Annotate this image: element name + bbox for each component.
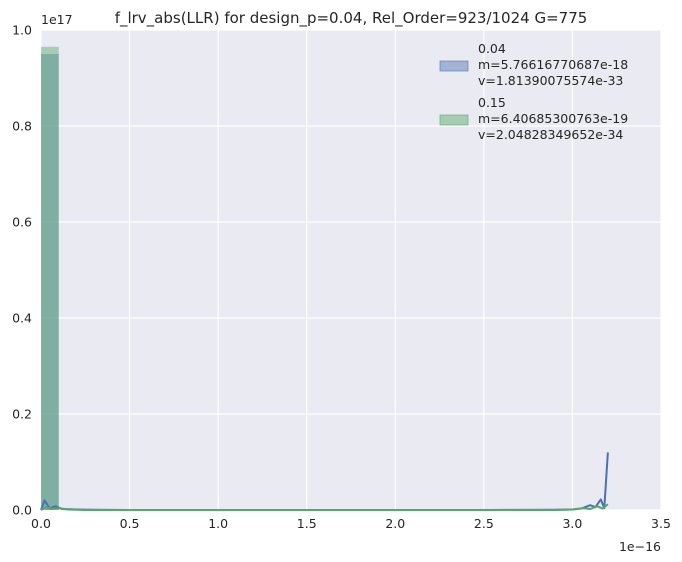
legend-label: m=5.76616770687e-18 <box>478 57 628 72</box>
series-line-2 <box>40 503 609 511</box>
legend-label: 0.04 <box>478 41 506 56</box>
legend-label: 0.15 <box>478 95 506 110</box>
histogram-bar-2 <box>41 46 59 511</box>
series-lines <box>40 452 609 511</box>
histogram-bars <box>41 46 59 511</box>
x-tick-label: 1.0 <box>208 516 228 531</box>
legend-entry-2: 0.15 m=6.40685300763e-19 v=2.04828349652… <box>439 95 628 142</box>
y-axis-ticks: 0.0 0.2 0.4 0.6 0.8 1.0 <box>12 23 32 518</box>
plot-area <box>41 30 661 510</box>
x-axis-ticks: 0.0 0.5 1.0 1.5 2.0 2.5 3.0 3.5 <box>31 516 671 531</box>
y-tick-label: 1.0 <box>12 23 32 38</box>
x-tick-label: 3.5 <box>651 516 671 531</box>
legend-label: v=1.81390075574e-33 <box>478 73 623 88</box>
legend-label: v=2.04828349652e-34 <box>478 127 623 142</box>
legend-swatch <box>439 60 469 72</box>
legend-label: m=6.40685300763e-19 <box>478 111 628 126</box>
x-tick-label: 0.0 <box>31 516 51 531</box>
y-axis-offset-label: 1e17 <box>41 12 73 27</box>
chart-title: f_lrv_abs(LLR) for design_p=0.04, Rel_Or… <box>115 9 588 28</box>
y-tick-label: 0.0 <box>12 503 32 518</box>
y-tick-label: 0.4 <box>12 311 32 326</box>
legend: 0.04 m=5.76616770687e-18 v=1.81390075574… <box>439 41 628 142</box>
x-tick-label: 2.5 <box>474 516 494 531</box>
legend-swatch <box>439 114 469 126</box>
x-tick-label: 2.0 <box>385 516 405 531</box>
x-tick-label: 3.0 <box>562 516 582 531</box>
y-tick-label: 0.2 <box>12 407 32 422</box>
legend-entry-1: 0.04 m=5.76616770687e-18 v=1.81390075574… <box>439 41 628 88</box>
x-tick-label: 0.5 <box>120 516 140 531</box>
y-tick-label: 0.6 <box>12 215 32 230</box>
histogram-bar-1 <box>41 54 59 510</box>
x-tick-label: 1.5 <box>297 516 317 531</box>
x-axis-offset-label: 1e−16 <box>619 539 661 554</box>
y-tick-label: 0.8 <box>12 119 32 134</box>
